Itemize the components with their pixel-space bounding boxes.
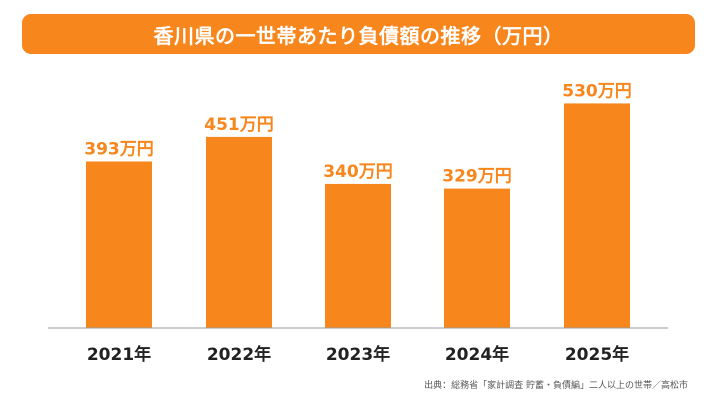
x-tick-label-2024年: 2024年 <box>445 344 509 365</box>
bar-2024年 <box>444 188 510 328</box>
bar-2021年 <box>86 161 152 328</box>
bars-layer <box>86 103 630 328</box>
data-label-2024年: 329万円 <box>442 167 512 187</box>
chart-title: 香川県の一世帯あたり負債額の推移（万円） <box>22 14 695 54</box>
x-tick-label-2022年: 2022年 <box>207 344 271 365</box>
source-note: 出典：総務省「家計調査 貯蓄・負債編」二人以上の世帯／高松市 <box>424 381 688 391</box>
x-tick-labels: 2021年 2022年 2023年 2024年 2025年 <box>87 344 629 365</box>
bar-2022年 <box>206 136 272 328</box>
bar-2025年 <box>564 103 630 328</box>
data-label-2023年: 340万円 <box>323 162 393 182</box>
x-tick-label-2023年: 2023年 <box>326 344 390 365</box>
data-label-2021年: 393万円 <box>84 139 154 159</box>
x-tick-label-2021年: 2021年 <box>87 344 151 365</box>
x-tick-label-2025年: 2025年 <box>565 344 629 365</box>
labels-layer: 393万円 451万円 340万円 329万円 530万円 <box>84 81 632 186</box>
data-label-2025年: 530万円 <box>562 81 632 101</box>
bar-2023年 <box>325 183 391 328</box>
data-label-2022年: 451万円 <box>204 115 274 135</box>
